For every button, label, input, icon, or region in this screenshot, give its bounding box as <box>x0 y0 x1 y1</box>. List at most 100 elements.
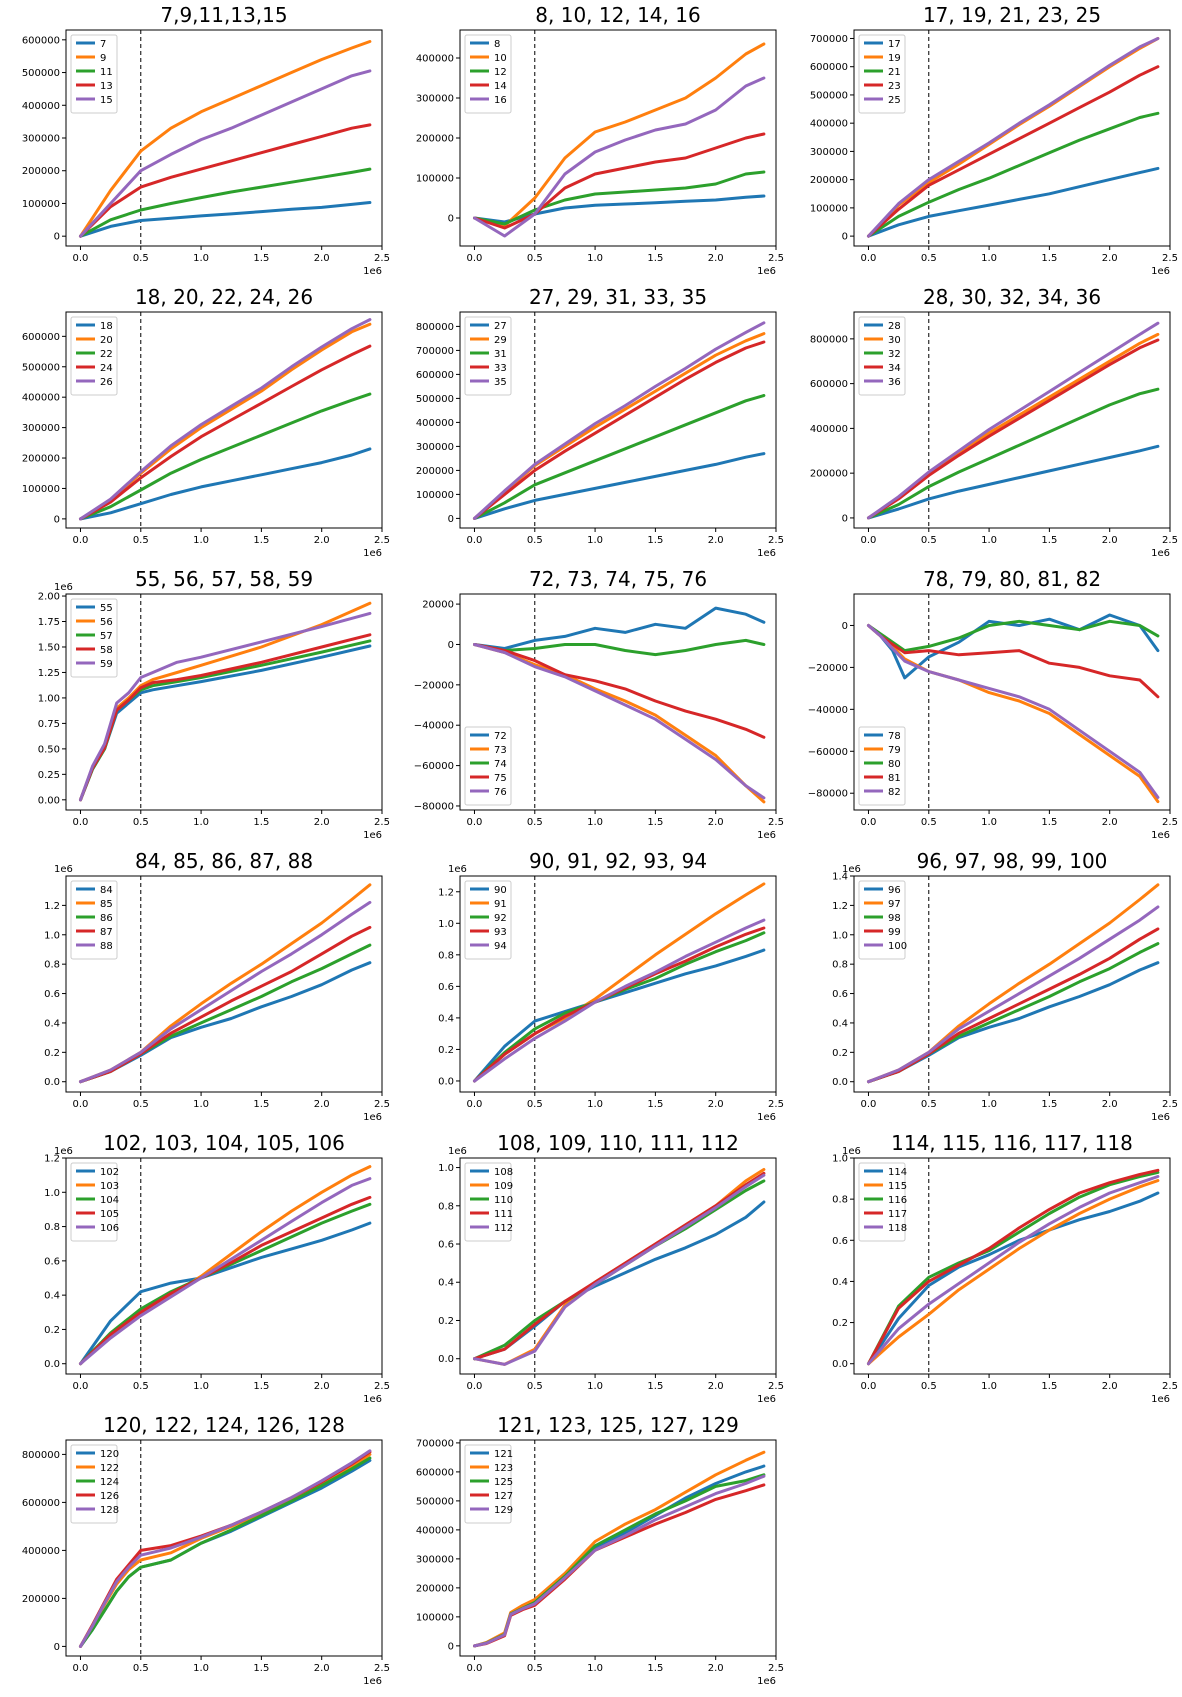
series-line-7 <box>79 201 372 238</box>
y-tick-label: 800000 <box>22 1450 60 1461</box>
x-tick-label: 0.5 <box>921 817 937 828</box>
axes-frame <box>65 1439 383 1657</box>
series-line-127 <box>473 1483 766 1648</box>
x-tick-label: 0.0 <box>467 817 483 828</box>
x-tick-label: 2.0 <box>1102 817 1118 828</box>
x-tick-label: 0.0 <box>467 535 483 546</box>
y-tick-label: 0 <box>448 214 454 225</box>
y-tick-label: 400000 <box>810 424 848 435</box>
legend-label: 91 <box>494 899 507 910</box>
y-tick-label: 1.00 <box>38 693 60 704</box>
y-tick-label: 1.0 <box>44 1188 60 1199</box>
y-tick-label: 100000 <box>810 203 848 214</box>
chart-title: 17, 19, 21, 23, 25 <box>923 3 1101 27</box>
x-tick-label: 0.0 <box>73 1663 89 1674</box>
chart-panel: 84, 85, 86, 87, 88 0.0 0.5 1.0 1.5 2.0 2.5 1e6 0… <box>0 846 394 1128</box>
x-tick-label: 0.0 <box>73 1099 89 1110</box>
series-line-18 <box>79 447 372 521</box>
x-tick-label: 2.5 <box>374 1099 390 1110</box>
legend-box <box>70 1444 118 1524</box>
x-tick-label: 2.0 <box>314 1381 330 1392</box>
chart-panel: 18, 20, 22, 24, 26 0.0 0.5 1.0 1.5 2.0 2.5 1e6 0… <box>0 282 394 564</box>
y-tick-label: 0.2 <box>832 1318 848 1329</box>
series-line-14 <box>473 132 766 230</box>
y-tick-label: 400000 <box>416 1525 454 1536</box>
legend: 96 97 98 99 100 <box>858 880 907 960</box>
legend-label: 90 <box>494 885 507 896</box>
chart-title: 90, 91, 92, 93, 94 <box>529 849 707 873</box>
x-tick-label: 2.5 <box>374 817 390 828</box>
y-tick-label: 800000 <box>810 334 848 345</box>
legend-label: 31 <box>494 349 507 360</box>
series-line-56 <box>79 601 372 802</box>
x-tick-label: 0.0 <box>467 1099 483 1110</box>
x-tick-label: 0.0 <box>73 817 89 828</box>
x-tick-label: 0.5 <box>133 253 149 264</box>
y-tick-label: 300000 <box>416 94 454 105</box>
y-tick-label: 0 <box>54 514 60 525</box>
x-offset-label: 1e6 <box>1151 266 1170 277</box>
legend-label: 55 <box>100 603 113 614</box>
x-offset-label: 1e6 <box>363 1676 382 1687</box>
series-line-105 <box>79 1195 372 1366</box>
x-tick-label: 0.5 <box>527 535 543 546</box>
x-tick-label: 1.0 <box>981 817 997 828</box>
x-tick-label: 0.5 <box>921 535 937 546</box>
x-tick-label: 2.0 <box>708 253 724 264</box>
series-line-106 <box>79 1177 372 1366</box>
x-tick-label: 2.5 <box>374 1381 390 1392</box>
legend-label: 23 <box>888 81 901 92</box>
series-line-111 <box>473 1171 766 1361</box>
legend-label: 106 <box>100 1223 119 1234</box>
legend-label: 96 <box>888 885 901 896</box>
legend-label: 33 <box>494 363 507 374</box>
x-tick-label: 2.0 <box>1102 535 1118 546</box>
x-tick-label: 2.5 <box>1162 817 1178 828</box>
legend-label: 78 <box>888 731 901 742</box>
legend-label: 128 <box>100 1505 119 1516</box>
y-tick-label: 1.4 <box>832 872 848 883</box>
series-line-59 <box>79 611 372 802</box>
legend-box <box>70 598 118 678</box>
y-tick-label: 400000 <box>22 393 60 404</box>
y-tick-label: 0.0 <box>832 1359 848 1370</box>
chart-svg: 90, 91, 92, 93, 94 0.0 0.5 1.0 1.5 2.0 2.5 1e6 0… <box>438 849 784 1123</box>
chart-panel: 78, 79, 80, 81, 82 0.0 0.5 1.0 1.5 2.0 2.5 1e6 −… <box>788 564 1182 846</box>
series-line-99 <box>867 927 1160 1084</box>
legend-label: 112 <box>494 1223 513 1234</box>
series-line-8 <box>473 194 766 224</box>
y-tick-label: 0.0 <box>44 1359 60 1370</box>
x-tick-label: 0.5 <box>527 817 543 828</box>
legend: 7 9 11 13 15 <box>70 34 118 114</box>
chart-svg: 7,9,11,13,15 0.0 0.5 1.0 1.5 2.0 2.5 1e6 0 100000… <box>22 3 390 277</box>
series-line-117 <box>867 1168 1160 1366</box>
series-line-125 <box>473 1473 766 1648</box>
chart-panel: 108, 109, 110, 111, 112 0.0 0.5 1.0 1.5 2.0 2.… <box>394 1128 788 1410</box>
chart-svg: 121, 123, 125, 127, 129 0.0 0.5 1.0 1.5 2.0 2.… <box>416 1413 784 1687</box>
legend-label: 13 <box>100 81 113 92</box>
legend-label: 117 <box>888 1209 907 1220</box>
series-line-9 <box>79 40 372 238</box>
legend-label: 73 <box>494 745 507 756</box>
legend-label: 108 <box>494 1167 513 1178</box>
x-tick-label: 1.5 <box>253 535 269 546</box>
y-tick-label: 600000 <box>22 332 60 343</box>
chart-title: 102, 103, 104, 105, 106 <box>103 1131 345 1155</box>
series-line-36 <box>867 321 1160 520</box>
legend-label: 11 <box>100 67 113 78</box>
legend-label: 81 <box>888 773 901 784</box>
x-tick-label: 0.0 <box>861 253 877 264</box>
legend-label: 59 <box>100 659 113 670</box>
x-offset-label: 1e6 <box>757 830 776 841</box>
legend-label: 88 <box>100 941 113 952</box>
x-tick-label: 1.0 <box>193 817 209 828</box>
series-line-87 <box>79 925 372 1084</box>
chart-svg: 84, 85, 86, 87, 88 0.0 0.5 1.0 1.5 2.0 2.5 1e6 0… <box>44 849 390 1123</box>
legend-label: 25 <box>888 95 901 106</box>
axes-frame <box>853 311 1171 529</box>
x-tick-label: 1.0 <box>193 1381 209 1392</box>
x-tick-label: 0.0 <box>861 1099 877 1110</box>
legend-label: 72 <box>494 731 507 742</box>
series-line-120 <box>79 1458 372 1648</box>
y-tick-label: 0.4 <box>438 1013 454 1024</box>
